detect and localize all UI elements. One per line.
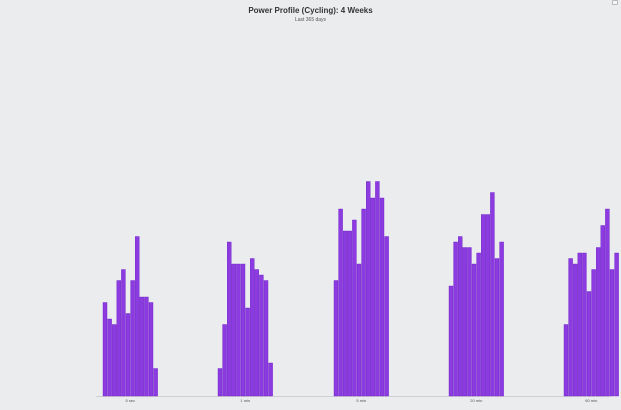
bar[interactable]	[263, 280, 269, 397]
x-tick-label: 5 min	[356, 398, 366, 403]
bar[interactable]	[121, 269, 126, 397]
bar[interactable]	[343, 230, 348, 397]
bar[interactable]	[130, 280, 135, 397]
bar[interactable]	[384, 236, 389, 397]
bar[interactable]	[458, 236, 463, 397]
bar[interactable]	[448, 285, 454, 397]
bar-group-1	[217, 241, 273, 397]
bar[interactable]	[614, 252, 619, 397]
bar-group-4	[563, 208, 619, 397]
chart-title: Power Profile (Cycling): 4 Weeks	[248, 6, 373, 15]
bar[interactable]	[467, 247, 472, 397]
bar[interactable]	[102, 302, 108, 397]
bar[interactable]	[375, 181, 380, 397]
bar[interactable]	[268, 362, 273, 397]
bar[interactable]	[226, 241, 232, 397]
bar[interactable]	[370, 197, 375, 397]
bar[interactable]	[366, 181, 371, 397]
bar[interactable]	[259, 274, 264, 397]
bar[interactable]	[245, 307, 250, 397]
bar[interactable]	[352, 219, 357, 397]
chart-subtitle: Last 365 days	[294, 17, 327, 23]
bar[interactable]	[462, 247, 467, 397]
bar[interactable]	[116, 280, 122, 397]
x-tick-label: 20 min	[470, 398, 482, 403]
bar[interactable]	[568, 258, 573, 397]
bar[interactable]	[107, 318, 112, 397]
bar[interactable]	[379, 197, 385, 397]
bar[interactable]	[573, 263, 578, 397]
menu-icon[interactable]	[612, 0, 618, 5]
bar[interactable]	[217, 368, 223, 397]
bar[interactable]	[125, 313, 131, 397]
bar[interactable]	[236, 263, 241, 397]
bar[interactable]	[148, 302, 154, 397]
bar[interactable]	[586, 291, 592, 397]
bar[interactable]	[600, 225, 605, 397]
bar[interactable]	[596, 247, 601, 397]
bar[interactable]	[453, 241, 458, 397]
bar[interactable]	[494, 258, 500, 397]
bar[interactable]	[481, 214, 486, 397]
bar[interactable]	[356, 263, 362, 397]
x-tick-label: 1 min	[240, 398, 250, 403]
bar[interactable]	[499, 241, 504, 397]
bar[interactable]	[582, 252, 587, 397]
bar[interactable]	[563, 324, 569, 397]
bar[interactable]	[609, 269, 615, 397]
bar[interactable]	[577, 252, 582, 397]
bar[interactable]	[231, 263, 237, 397]
bar-group-0	[102, 236, 158, 397]
bar[interactable]	[338, 208, 343, 397]
bar[interactable]	[591, 269, 596, 397]
bar[interactable]	[139, 296, 145, 397]
bar[interactable]	[485, 214, 490, 397]
bar[interactable]	[476, 252, 481, 397]
bar[interactable]	[240, 263, 246, 397]
bar[interactable]	[144, 296, 149, 397]
bar[interactable]	[347, 230, 352, 397]
bar-group-3	[448, 192, 504, 397]
bar[interactable]	[490, 192, 495, 397]
bar[interactable]	[361, 208, 366, 397]
x-tick-label: 60 min	[585, 398, 597, 403]
bar-group-2	[333, 181, 389, 397]
bar[interactable]	[134, 236, 140, 397]
x-tick-label: 5 sec	[126, 398, 136, 403]
bar[interactable]	[249, 258, 255, 397]
bar[interactable]	[333, 280, 339, 397]
bar[interactable]	[254, 269, 260, 397]
bar[interactable]	[111, 324, 117, 397]
bar[interactable]	[605, 208, 610, 397]
bar[interactable]	[153, 368, 158, 397]
bar[interactable]	[222, 324, 227, 397]
bar[interactable]	[471, 263, 477, 397]
